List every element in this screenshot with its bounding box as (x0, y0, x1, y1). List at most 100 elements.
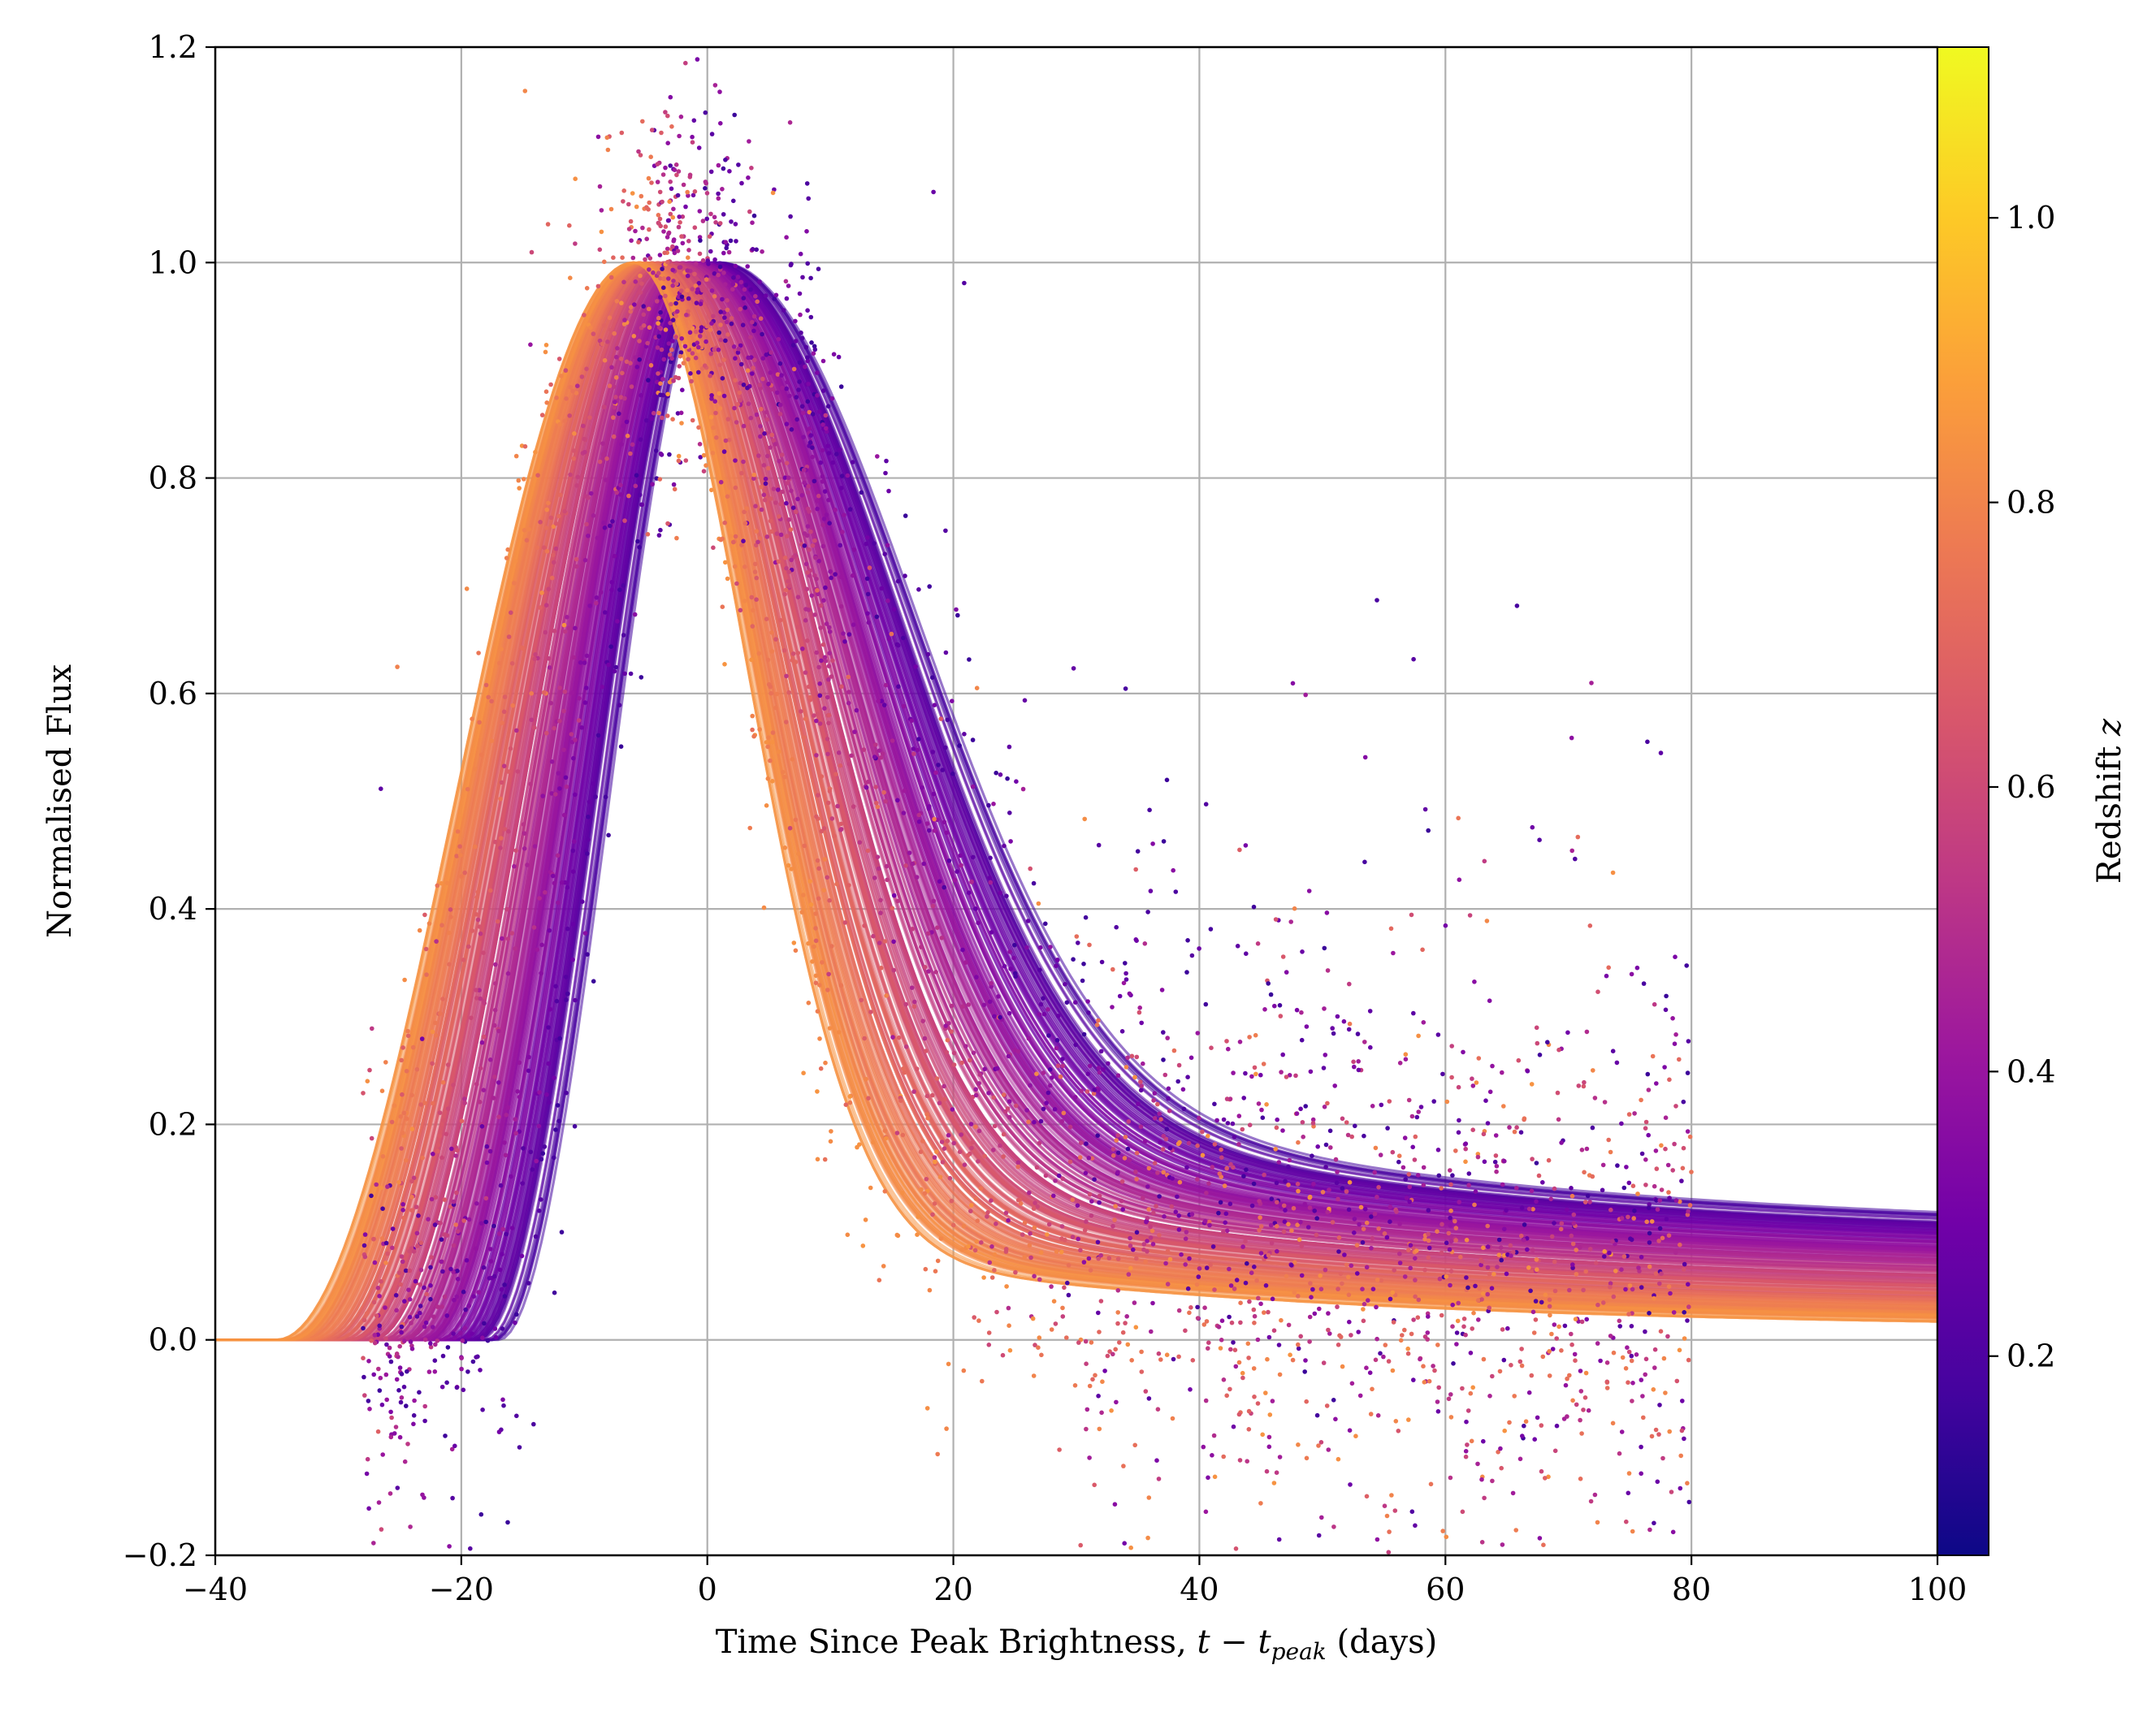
observation-point (1639, 1285, 1644, 1290)
observation-point (483, 1219, 488, 1225)
observation-point (433, 1342, 438, 1347)
observation-point (502, 827, 508, 832)
observation-point (797, 291, 803, 296)
observation-point (570, 869, 576, 874)
observation-point (1672, 1041, 1678, 1046)
observation-point (439, 923, 444, 928)
observation-point (1649, 1219, 1655, 1224)
observation-point (1408, 1243, 1414, 1248)
observation-point (1122, 1156, 1128, 1161)
x-tick-label: 0 (698, 1572, 717, 1607)
observation-point (613, 664, 619, 670)
observation-point (1574, 1402, 1579, 1408)
observation-point (1426, 1208, 1431, 1213)
observation-point (825, 443, 830, 448)
observation-point (862, 1036, 867, 1041)
observation-point (1476, 1056, 1482, 1061)
observation-point (1100, 1379, 1105, 1384)
observation-point (1591, 1068, 1595, 1073)
observation-point (411, 1421, 416, 1427)
observation-point (1346, 1292, 1352, 1298)
observation-point (1349, 1263, 1354, 1269)
observation-point (966, 890, 972, 895)
observation-point (658, 295, 663, 300)
observation-point (439, 1304, 444, 1309)
observation-point (371, 1372, 377, 1377)
observation-point (661, 276, 666, 281)
observation-point (790, 505, 796, 510)
observation-point (791, 366, 797, 372)
observation-point (1573, 856, 1578, 862)
observation-point (646, 378, 651, 383)
observation-point (710, 451, 716, 456)
observation-point (379, 1236, 385, 1241)
observation-point (475, 917, 481, 923)
observation-point (709, 132, 715, 136)
observation-point (1145, 1239, 1149, 1243)
observation-point (1113, 1204, 1118, 1209)
observation-point (751, 608, 755, 613)
observation-point (851, 622, 856, 627)
observation-point (505, 769, 511, 774)
observation-point (513, 946, 517, 951)
observation-point (1246, 1427, 1252, 1432)
observation-point (896, 642, 901, 648)
observation-point (539, 590, 544, 595)
x-tick-label: 80 (1672, 1572, 1711, 1607)
observation-point (422, 1285, 426, 1291)
observation-point (1007, 1347, 1013, 1353)
observation-point (817, 983, 822, 988)
observation-point (1133, 1325, 1139, 1330)
observation-point (532, 656, 537, 662)
x-tick-label: 60 (1426, 1572, 1465, 1607)
observation-point (712, 399, 717, 404)
observation-point (506, 828, 511, 834)
observation-point (813, 555, 818, 560)
observation-point (979, 1240, 984, 1245)
observation-point (1422, 1237, 1427, 1242)
observation-point (1536, 1173, 1542, 1178)
observation-point (1314, 1216, 1319, 1221)
observation-point (1099, 1410, 1104, 1416)
observation-point (974, 685, 980, 690)
observation-point (915, 1066, 920, 1071)
observation-point (949, 1003, 955, 1009)
observation-point (974, 975, 979, 979)
observation-point (725, 489, 731, 495)
observation-point (1446, 1396, 1452, 1402)
observation-point (514, 728, 519, 733)
observation-point (1249, 1074, 1254, 1079)
observation-point (816, 559, 821, 564)
observation-point (1229, 1320, 1235, 1325)
observation-point (582, 449, 587, 455)
observation-point (961, 1223, 967, 1229)
observation-point (556, 771, 561, 776)
observation-point (1305, 1225, 1311, 1230)
observation-point (1364, 1220, 1370, 1226)
observation-point (1421, 1020, 1427, 1025)
observation-point (668, 320, 673, 326)
observation-point (1008, 839, 1013, 844)
observation-point (708, 211, 713, 217)
observation-point (543, 349, 548, 355)
observation-point (1402, 1327, 1407, 1333)
observation-point (731, 539, 736, 545)
observation-point (826, 677, 831, 682)
observation-point (1059, 1224, 1065, 1229)
observation-point (1614, 1060, 1620, 1066)
observation-point (1547, 1304, 1552, 1309)
observation-point (543, 343, 549, 348)
observation-point (749, 166, 754, 171)
observation-point (593, 794, 598, 799)
observation-point (838, 447, 842, 452)
observation-point (1183, 1328, 1188, 1334)
observation-point (1003, 1247, 1009, 1252)
observation-point (1534, 1025, 1539, 1031)
observation-point (452, 1335, 457, 1340)
observation-point (950, 1222, 956, 1228)
observation-point (1483, 1098, 1488, 1103)
observation-point (823, 659, 829, 664)
observation-point (911, 751, 916, 756)
observation-point (849, 753, 854, 759)
observation-point (1569, 1186, 1574, 1191)
